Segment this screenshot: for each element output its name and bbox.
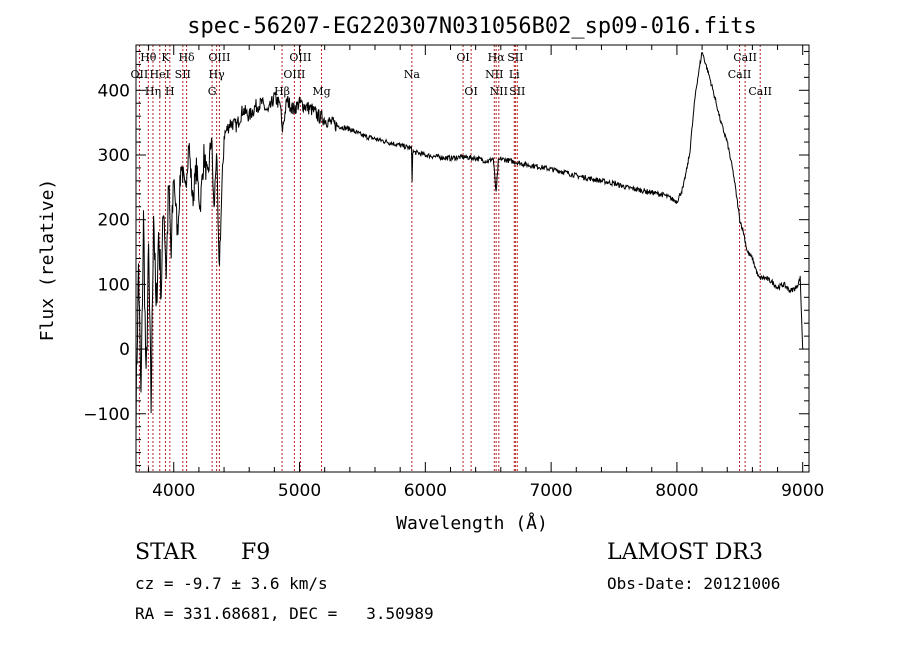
y-tick-label-1: 0 bbox=[119, 340, 130, 360]
line-label-11: OIII bbox=[289, 51, 311, 64]
y-tick-label-2: 100 bbox=[98, 275, 130, 295]
line-markers bbox=[138, 45, 761, 472]
object-class: STAR bbox=[135, 540, 196, 565]
line-label-22: NII bbox=[490, 85, 508, 98]
y-tick-label-5: 400 bbox=[98, 81, 130, 101]
line-label-2: Hη bbox=[145, 85, 161, 98]
object-subclass: F9 bbox=[241, 540, 271, 565]
line-label-7: SII bbox=[175, 68, 191, 81]
x-tick-label-5: 9000 bbox=[781, 481, 824, 501]
line-label-6: Hδ bbox=[178, 51, 195, 64]
survey-name: LAMOST DR3 bbox=[607, 540, 763, 565]
line-label-15: Na bbox=[404, 68, 421, 81]
line-label-20: NII bbox=[485, 68, 503, 81]
y-axis-label: Flux (relative) bbox=[37, 179, 58, 342]
line-label-18: Hα bbox=[488, 51, 506, 64]
line-label-24: CaII bbox=[733, 51, 757, 64]
line-label-16: OI bbox=[456, 51, 469, 64]
line-labels: Hθ OII Hη K HeI H Hδ SII OIII Hγ G OIII OIII Hβ Mg Na OI… bbox=[131, 51, 772, 98]
line-label-12: OIII bbox=[283, 68, 305, 81]
chart-title: spec-56207-EG220307N031056B02_sp09-016.f… bbox=[187, 14, 757, 39]
line-label-9: Hγ bbox=[209, 68, 226, 81]
line-label-1: OII bbox=[131, 68, 149, 81]
line-label-26: CaII bbox=[748, 85, 772, 98]
line-label-3: K bbox=[161, 51, 170, 64]
line-label-0: Hθ bbox=[140, 51, 157, 64]
x-tick-label-3: 7000 bbox=[529, 481, 572, 501]
line-label-10: G bbox=[208, 85, 217, 98]
coordinates: RA = 331.68681, DEC = 3.50989 bbox=[135, 604, 434, 623]
axis-ticks: 4000 5000 6000 7000 8000 9000 −100 0 100 200 300 40… bbox=[83, 45, 824, 501]
observation-date: Obs-Date: 20121006 bbox=[607, 574, 781, 593]
line-label-4: HeI bbox=[150, 68, 170, 81]
line-label-21: Li bbox=[509, 68, 520, 81]
x-tick-label-4: 8000 bbox=[655, 481, 698, 501]
x-tick-label-0: 4000 bbox=[152, 481, 195, 501]
spectrum-line bbox=[135, 52, 804, 437]
x-tick-label-2: 6000 bbox=[404, 481, 447, 501]
line-label-13: Hβ bbox=[274, 85, 290, 98]
redshift-velocity: cz = -9.7 ± 3.6 km/s bbox=[135, 574, 328, 593]
x-axis-label: Wavelength (Å) bbox=[396, 512, 548, 534]
line-label-23: SII bbox=[509, 85, 525, 98]
y-tick-label-0: −100 bbox=[83, 405, 130, 425]
x-tick-label-1: 5000 bbox=[278, 481, 321, 501]
line-label-25: CaII bbox=[728, 68, 752, 81]
line-label-19: SII bbox=[507, 51, 523, 64]
y-tick-label-3: 200 bbox=[98, 211, 130, 231]
line-label-8: OIII bbox=[208, 51, 230, 64]
line-label-5: H bbox=[165, 85, 175, 98]
line-label-14: Mg bbox=[312, 85, 330, 98]
y-tick-label-4: 300 bbox=[98, 146, 130, 166]
line-label-17: OI bbox=[464, 85, 477, 98]
plot-frame bbox=[135, 44, 810, 473]
